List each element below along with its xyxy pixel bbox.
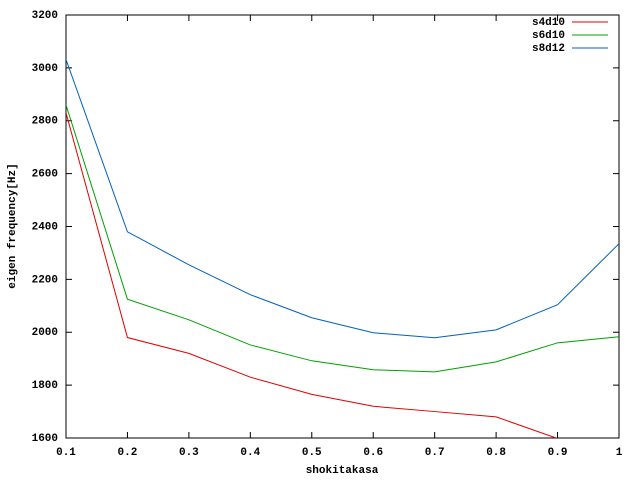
y-tick-label: 2800 xyxy=(32,116,58,128)
x-tick-label: 0.5 xyxy=(302,447,322,459)
x-axis-label: shokitakasa xyxy=(306,465,379,477)
y-tick-label: 3200 xyxy=(32,10,58,22)
x-tick-label: 0.2 xyxy=(118,447,138,459)
x-tick-label: 0.3 xyxy=(179,447,199,459)
legend-label: s6d10 xyxy=(532,30,565,42)
x-tick-label: 1 xyxy=(616,447,623,459)
legend-label: s8d12 xyxy=(532,43,565,55)
y-tick-label: 1600 xyxy=(32,433,58,445)
x-tick-label: 0.1 xyxy=(56,447,76,459)
y-tick-label: 3000 xyxy=(32,63,58,75)
x-tick-label: 0.9 xyxy=(548,447,568,459)
y-axis-label: eigen frequency[Hz] xyxy=(7,163,19,288)
x-tick-label: 0.8 xyxy=(486,447,506,459)
x-tick-label: 0.6 xyxy=(363,447,383,459)
y-tick-label: 2400 xyxy=(32,221,58,233)
y-tick-label: 1800 xyxy=(32,380,58,392)
series-line xyxy=(66,59,619,339)
x-tick-label: 0.4 xyxy=(240,447,260,459)
series-line xyxy=(66,112,558,438)
y-tick-label: 2200 xyxy=(32,274,58,286)
y-tick-label: 2600 xyxy=(32,169,58,181)
legend-label: s4d10 xyxy=(532,17,565,29)
x-tick-label: 0.7 xyxy=(425,447,445,459)
series-line xyxy=(66,104,619,373)
y-tick-label: 2000 xyxy=(32,327,58,339)
plot-border xyxy=(65,14,620,439)
